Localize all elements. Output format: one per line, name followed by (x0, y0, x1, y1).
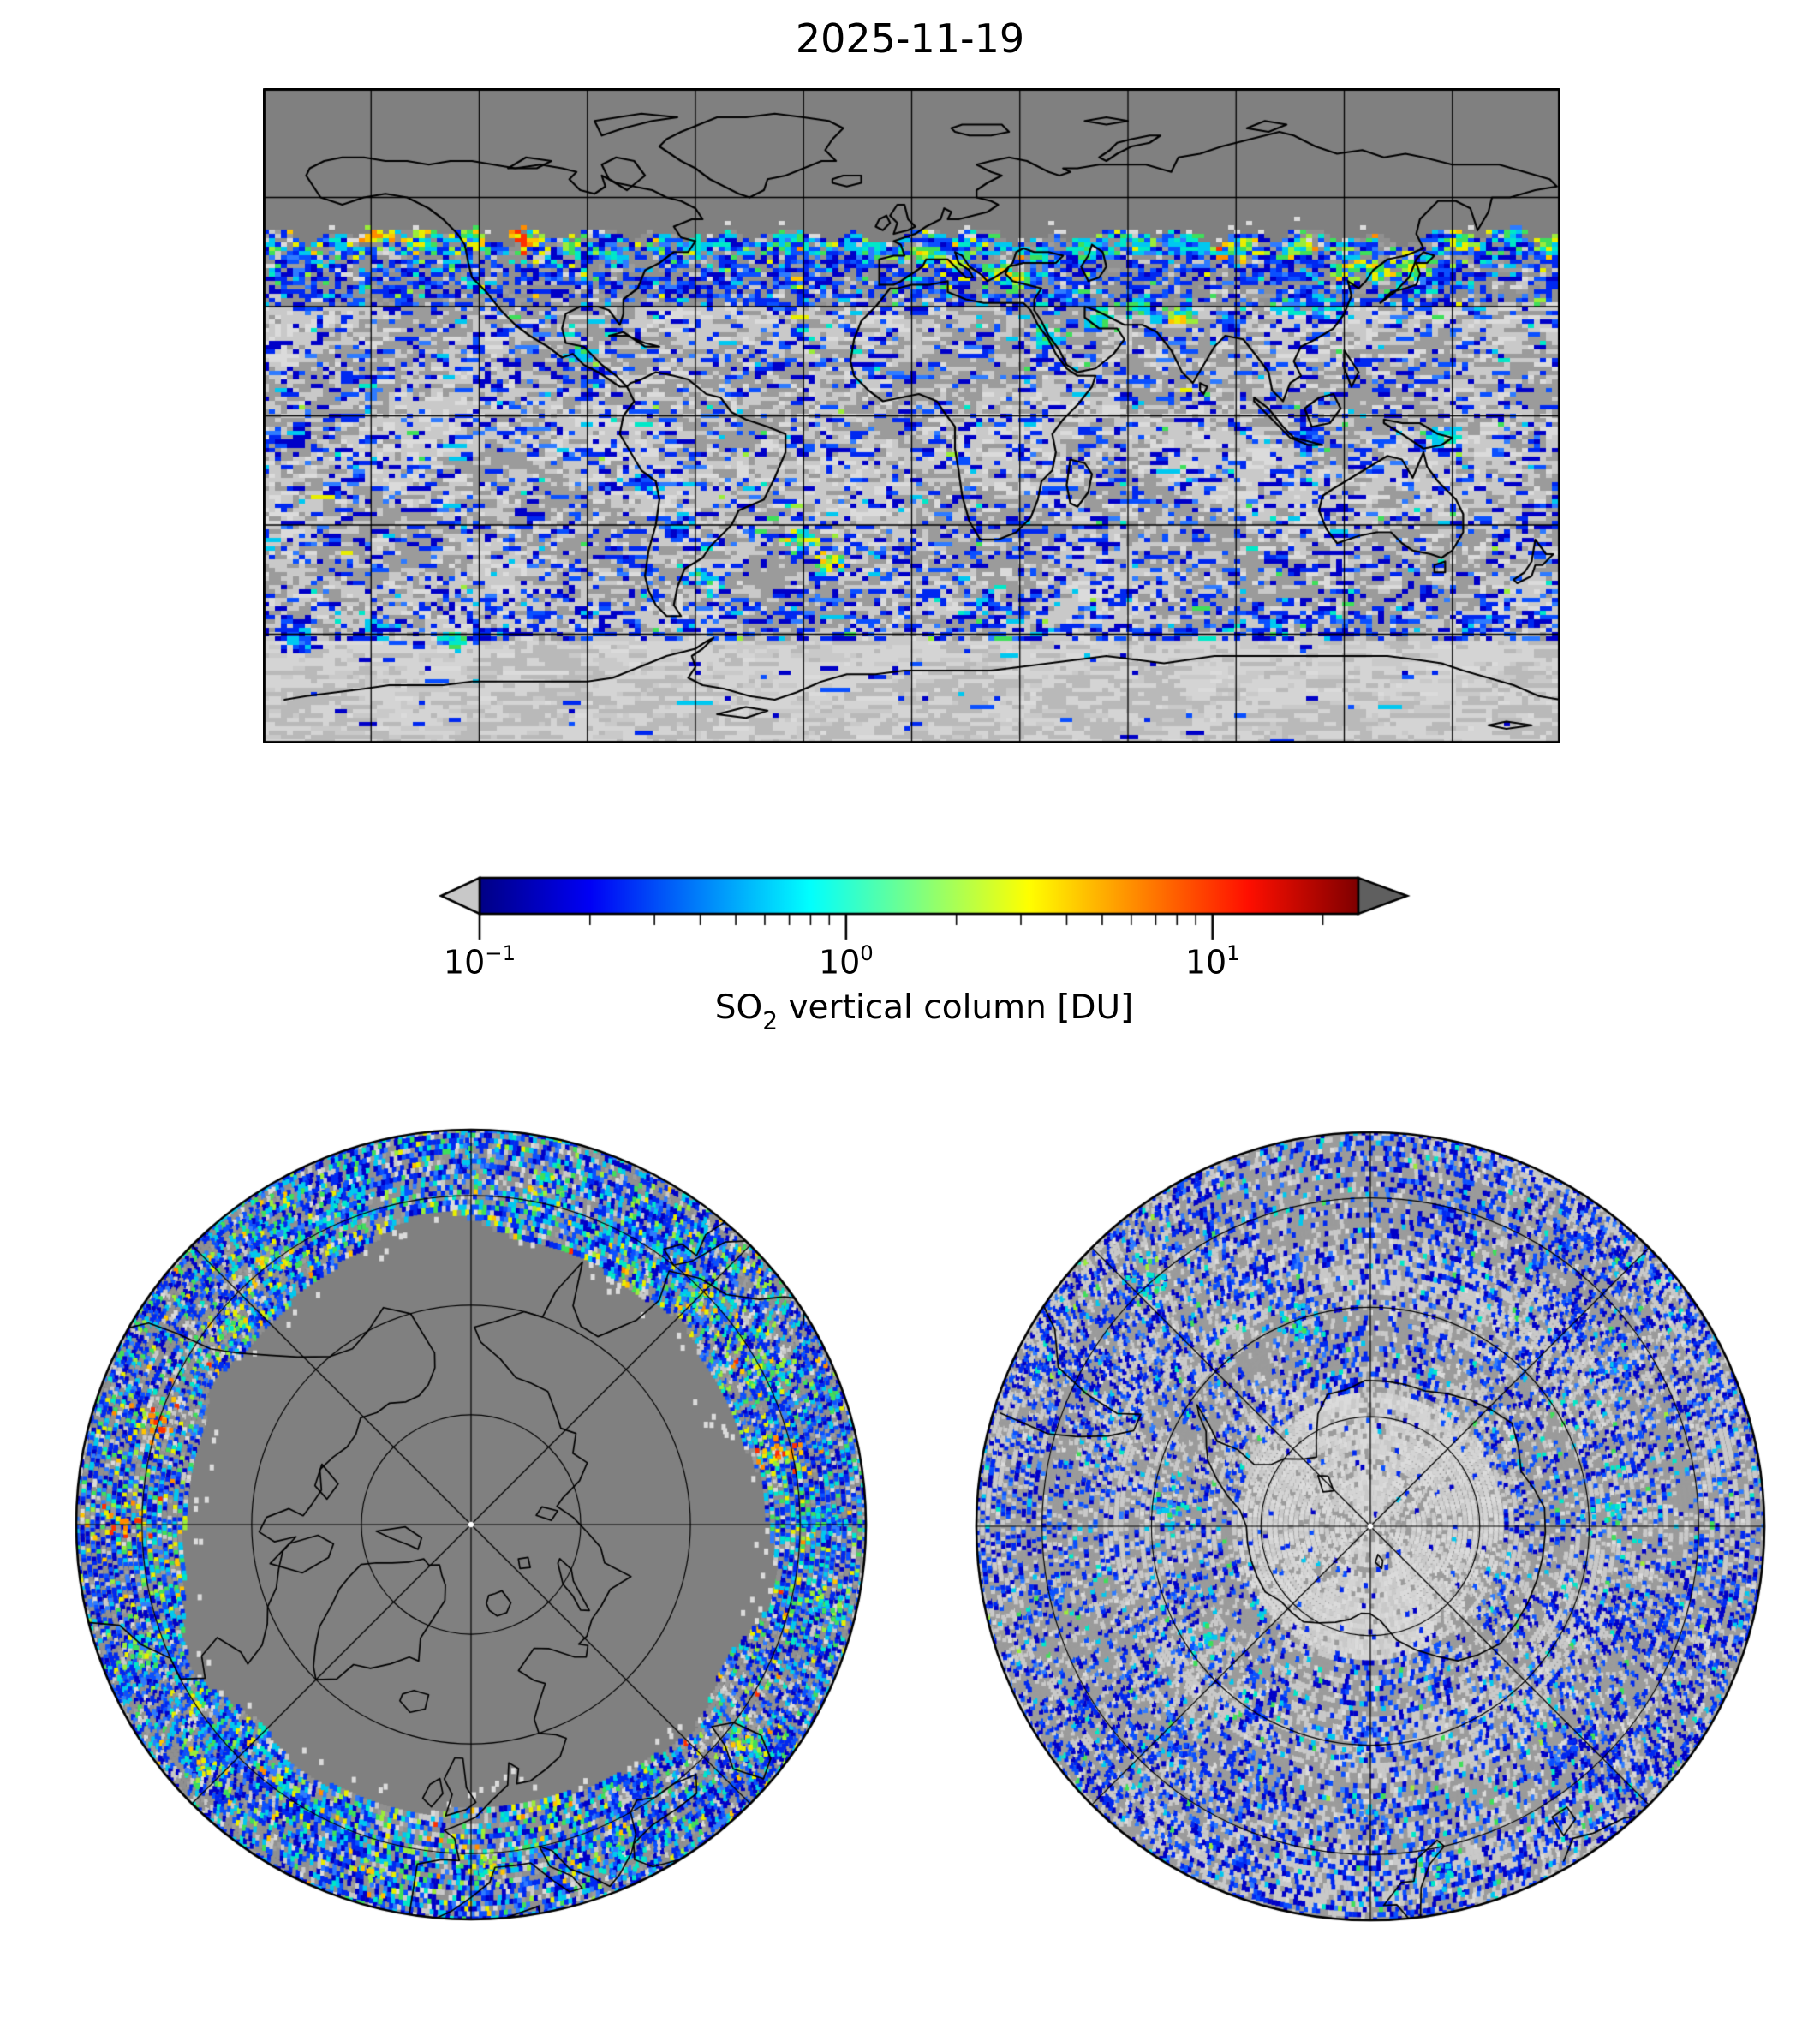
colorbar-axis-label: SO2 vertical column [DU] (714, 988, 1134, 1035)
tick-base: 10 (818, 943, 861, 982)
arctic-so2-map-canvas (75, 1128, 868, 1921)
colorbar-label-subscript: 2 (762, 1007, 779, 1035)
colorbar-tick-label-1: 100 (818, 940, 874, 982)
colorbar-label-suffix: vertical column [DU] (778, 988, 1134, 1027)
global-so2-map-canvas (263, 88, 1560, 743)
tick-base: 10 (1184, 943, 1227, 982)
colorbar-tick-label-2: 101 (1184, 940, 1240, 982)
antarctic-so2-map-canvas (975, 1131, 1766, 1922)
tick-exponent: 1 (1226, 940, 1240, 965)
colorbar-canvas (424, 867, 1417, 948)
figure-title: 2025-11-19 (795, 15, 1025, 62)
tick-exponent: 0 (860, 940, 874, 965)
tick-exponent: −1 (485, 940, 516, 965)
colorbar-label-prefix: SO (714, 988, 763, 1027)
colorbar-tick-label-0: 10−1 (443, 940, 516, 982)
tick-base: 10 (443, 943, 486, 982)
